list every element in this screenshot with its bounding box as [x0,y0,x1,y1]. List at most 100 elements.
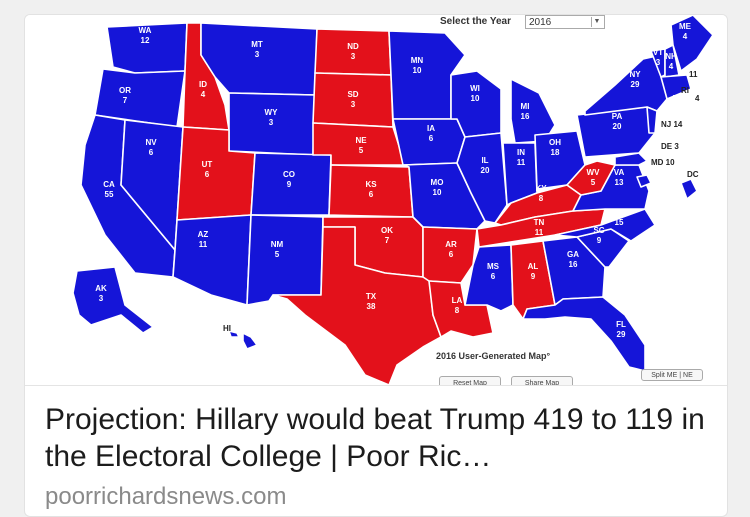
state-label-az: AZ [198,230,209,239]
state-ak [72,266,154,334]
state-ev-ak: 3 [99,294,104,303]
state-ev-co: 9 [287,180,292,189]
state-label-ny: NY [629,70,641,79]
state-ev-mt: 3 [255,50,260,59]
de-label: DE 3 [661,142,679,151]
state-label-ks: KS [365,180,377,189]
state-label-me: ME [679,22,692,31]
state-label-al: AL [528,262,539,271]
state-ev-nv: 6 [149,148,154,157]
chevron-down-icon: ▼ [591,17,602,27]
year-select[interactable]: 2016 ▼ [525,15,605,29]
state-ev-ia: 6 [429,134,434,143]
state-il [456,132,508,224]
state-label-sd: SD [347,90,358,99]
nj-label: NJ 14 [661,120,683,129]
state-ev-ky: 8 [539,194,544,203]
state-ev-nm: 5 [275,250,280,259]
ri-label: RI [681,86,689,95]
state-label-tx: TX [366,292,377,301]
state-ev-ks: 6 [369,190,374,199]
md-label: MD 10 [651,158,675,167]
state-label-ca: CA [103,180,115,189]
state-label-wa: WA [139,26,152,35]
state-label-id: ID [199,80,207,89]
state-label-pa: PA [612,112,623,121]
state-label-sc: SC [593,226,604,235]
state-ev-or: 7 [123,96,128,105]
state-ev-ok: 7 [385,236,390,245]
map-caption: 2016 User-Generated Map° [436,351,551,361]
state-label-nv: NV [145,138,157,147]
state-ev-oh: 18 [551,148,560,157]
state-label-la: LA [452,296,463,305]
state-ma-ct-ri-group [660,74,692,100]
state-ev-ut: 6 [205,170,210,179]
state-ev-pa: 20 [613,122,622,131]
state-label-nc: NC [613,208,625,217]
state-label-ms: MS [487,262,500,271]
state-label-co: CO [283,170,295,179]
article-headline[interactable]: Projection: Hillary would beat Trump 419… [45,403,705,473]
state-ev-sc: 9 [597,236,602,245]
state-or [94,68,186,128]
state-label-mo: MO [431,178,444,187]
state-ev-ca: 55 [105,190,114,199]
state-ev-vt: 3 [656,58,661,67]
state-label-nh: NH [665,52,677,61]
state-label-il: IL [481,156,488,165]
state-label-hi: HI [223,324,231,333]
state-ev-tn: 11 [535,228,544,237]
state-label-ky: KY [535,184,547,193]
us-electoral-map: WA12OR7CA55NV6ID4MT3WY3UT6AZ11CO9NM5ND3S… [72,15,714,385]
split-me-ne-button[interactable]: Split ME | NE [641,369,703,381]
state-ev-in: 11 [517,158,526,167]
state-label-nm: NM [271,240,284,249]
state-label-ia: IA [427,124,435,133]
state-ev-la: 8 [455,306,460,315]
article-source[interactable]: poorrichardsnews.com [45,483,287,510]
state-ev-ms: 6 [491,272,496,281]
state-la [428,280,494,338]
state-me [670,15,714,72]
reset-map-button[interactable]: Reset Map [439,376,501,385]
state-label-tn: TN [534,218,545,227]
state-ev-ar: 6 [449,250,454,259]
state-label-ga: GA [567,250,579,259]
state-label-wy: WY [265,108,279,117]
state-fl [522,296,646,372]
select-year-label: Select the Year [440,16,511,27]
state-ev-sd: 3 [351,100,356,109]
state-label-ar: AR [445,240,457,249]
state-ev-wy: 3 [269,118,274,127]
state-ev-me: 4 [683,32,688,41]
dc-label: DC [687,170,699,179]
state-ev-mo: 10 [433,188,442,197]
state-label-mi: MI [521,102,530,111]
state-ev-wv: 5 [591,178,596,187]
state-ev-ga: 16 [569,260,578,269]
state-ev-wi: 10 [471,94,480,103]
state-label-ak: AK [95,284,107,293]
article-card[interactable]: WA 12 OR 7 CA 55 NV 6 ID 4 MT 3 WY 3 UT 6 AZ 11 CO 9 NM 5 ND 3 S… [24,14,728,517]
state-ev-ne: 5 [359,146,364,155]
state-ev-al: 9 [531,272,536,281]
state-label-ne: NE [355,136,367,145]
state-ev-wa: 12 [141,36,150,45]
ct-ev-label: 7 [673,94,678,103]
ri-ev-label: 4 [695,94,700,103]
state-label-wi: WI [470,84,480,93]
state-label-mn: MN [411,56,424,65]
share-map-button[interactable]: Share Map [511,376,573,385]
state-ev-nc: 15 [615,218,624,227]
electoral-map-image: WA 12 OR 7 CA 55 NV 6 ID 4 MT 3 WY 3 UT 6 AZ 11 CO 9 NM 5 ND 3 S… [25,15,727,385]
state-ev-mn: 10 [413,66,422,75]
state-label-ut: UT [202,160,213,169]
state-nc [554,208,656,242]
state-az [172,214,252,306]
ma-ev-label: 11 [689,70,698,79]
state-ev-tx: 38 [367,302,376,311]
state-ev-fl: 29 [617,330,626,339]
state-ev-nd: 3 [351,52,356,61]
state-label-wv: WV [587,168,601,177]
